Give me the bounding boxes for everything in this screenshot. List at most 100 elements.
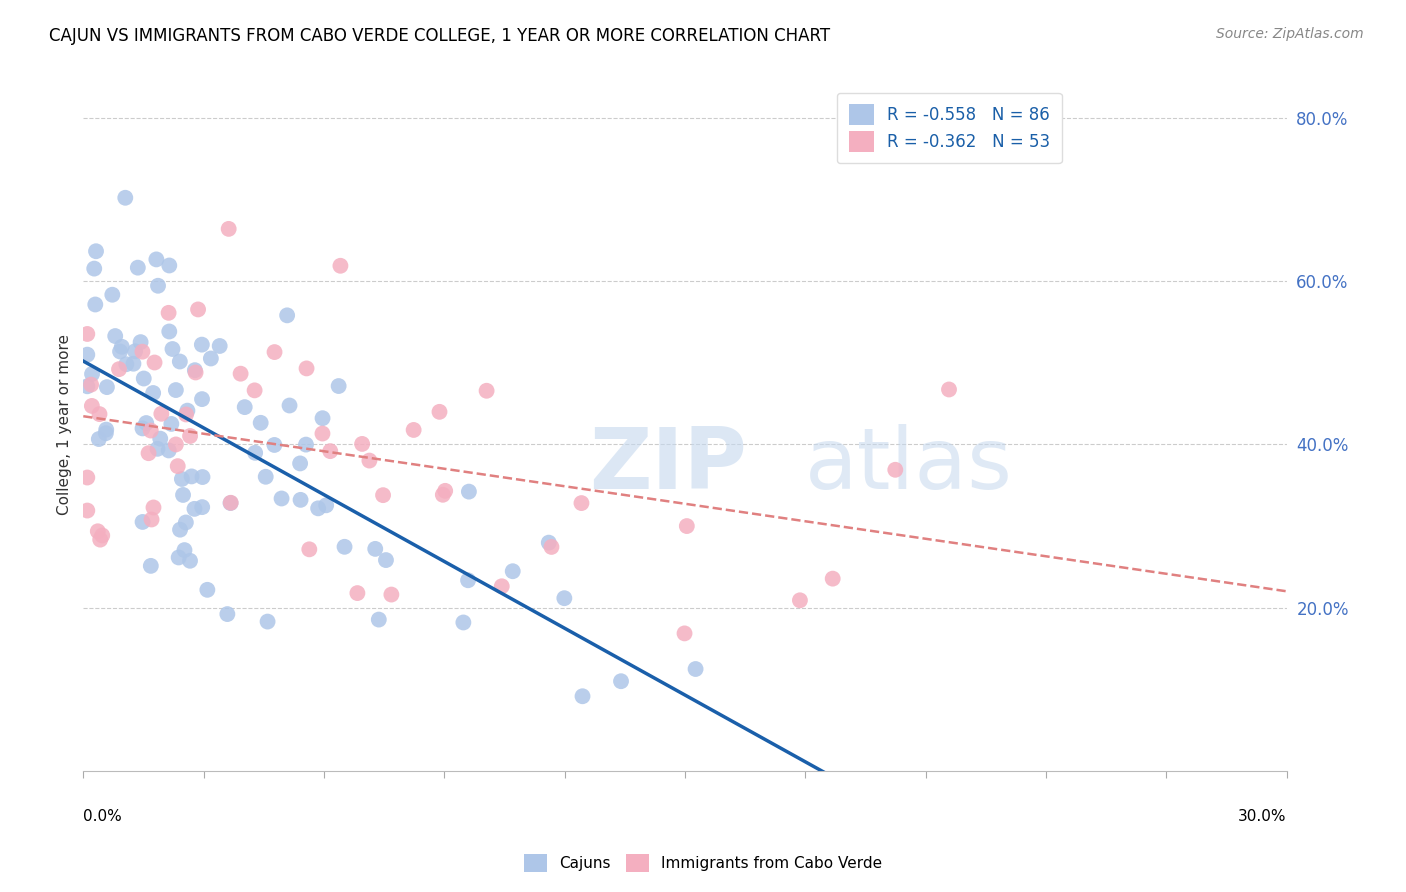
Point [87,432,110,446]
Point [315,498,337,512]
Point [346,586,368,600]
Point [821,572,844,586]
Point [219,496,242,510]
Point [191,500,214,515]
Point [571,496,593,510]
Point [122,357,145,371]
Point [142,500,165,515]
Point [129,335,152,350]
Point [174,516,197,530]
Point [76,503,98,517]
Point [276,309,298,323]
Point [165,437,187,451]
Point [150,407,173,421]
Point [195,582,218,597]
Point [76,470,98,484]
Legend: Cajuns, Immigrants from Cabo Verde: Cajuns, Immigrants from Cabo Verde [516,846,890,880]
Point [84,244,107,259]
Text: Source: ZipAtlas.com: Source: ZipAtlas.com [1216,27,1364,41]
Point [76,379,98,393]
Point [191,392,214,406]
Point [491,579,513,593]
Point [295,361,318,376]
Point [553,591,575,606]
Point [143,355,166,369]
Point [84,297,107,311]
Point [432,488,454,502]
Text: CAJUN VS IMMIGRANTS FROM CABO VERDE COLLEGE, 1 YEAR OR MORE CORRELATION CHART: CAJUN VS IMMIGRANTS FROM CABO VERDE COLL… [49,27,831,45]
Point [139,558,162,573]
Point [540,540,562,554]
Point [94,426,117,441]
Point [884,463,907,477]
Point [298,542,321,557]
Point [172,488,194,502]
Point [157,259,180,273]
Point [288,457,311,471]
Point [789,593,811,607]
Point [138,446,160,460]
Point [131,344,153,359]
Point [108,362,131,376]
Point [149,432,172,446]
Point [127,260,149,275]
Point [200,351,222,366]
Point [610,674,633,689]
Point [191,337,214,351]
Point [311,411,333,425]
Point [96,380,118,394]
Point [938,383,960,397]
Point [254,469,277,483]
Point [263,438,285,452]
Point [132,371,155,385]
Legend: R = -0.558   N = 86, R = -0.362   N = 53: R = -0.558 N = 86, R = -0.362 N = 53 [837,93,1062,163]
Point [233,400,256,414]
Point [124,344,146,359]
Point [91,528,114,542]
Point [263,345,285,359]
Point [89,407,111,421]
Point [218,222,240,236]
Point [457,574,479,588]
Point [295,437,318,451]
Point [380,588,402,602]
Point [145,252,167,267]
Point [217,607,239,621]
Point [131,421,153,435]
Point [111,340,134,354]
Point [179,429,201,443]
Point [108,344,131,359]
Point [157,306,180,320]
Point [352,437,374,451]
Point [685,662,707,676]
Point [139,424,162,438]
Point [80,367,103,381]
Point [675,519,697,533]
Point [166,459,188,474]
Point [176,403,198,417]
Point [333,540,356,554]
Point [96,423,118,437]
Point [191,470,214,484]
Point [173,543,195,558]
Point [571,690,593,704]
Point [162,342,184,356]
Point [475,384,498,398]
Point [243,384,266,398]
Point [89,533,111,547]
Y-axis label: College, 1 year or more: College, 1 year or more [58,334,72,515]
Point [80,377,103,392]
Point [87,524,110,539]
Point [219,496,242,510]
Point [502,564,524,578]
Point [167,550,190,565]
Point [104,329,127,343]
Point [243,446,266,460]
Point [170,472,193,486]
Text: atlas: atlas [806,425,1014,508]
Point [673,626,696,640]
Point [131,515,153,529]
Point [367,613,389,627]
Point [169,523,191,537]
Point [115,357,138,371]
